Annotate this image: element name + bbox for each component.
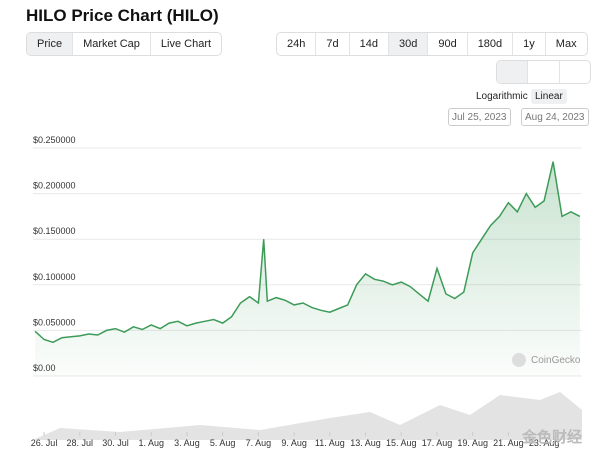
- x-tick-label: 28. Jul: [67, 438, 94, 448]
- range-button[interactable]: 7d: [316, 33, 350, 55]
- tab-group: Price Market Cap Live Chart: [26, 32, 223, 56]
- x-tick-label: 5. Aug: [210, 438, 236, 448]
- tab[interactable]: Market Cap: [73, 33, 151, 55]
- watermark: CoinGecko: [531, 355, 581, 366]
- x-tick-label: 9. Aug: [281, 438, 307, 448]
- y-tick-label: $0.200000: [33, 181, 76, 191]
- range-button[interactable]: 1y: [513, 33, 546, 55]
- page-title: HILO Price Chart (HILO): [26, 6, 219, 25]
- range-button[interactable]: 14d: [350, 33, 389, 55]
- range-button[interactable]: 180d: [468, 33, 514, 55]
- x-tick-label: 11. Aug: [315, 438, 345, 448]
- watermark-logo: [512, 353, 526, 367]
- y-tick-label: $0.150000: [33, 226, 76, 236]
- price-area: [35, 161, 580, 376]
- x-tick-label: 21. Aug: [493, 438, 524, 448]
- x-tick-label: 1. Aug: [138, 438, 164, 448]
- volume-area: [33, 392, 582, 440]
- x-tick-label: 26. Jul: [31, 438, 58, 448]
- tab[interactable]: Price: [27, 33, 74, 55]
- range-button[interactable]: 24h: [277, 33, 317, 55]
- date-input[interactable]: Aug 24, 2023: [521, 108, 589, 126]
- x-tick-label: 19. Aug: [457, 438, 488, 448]
- date-input[interactable]: Jul 25, 2023: [448, 108, 511, 126]
- x-tick-label: 23. Aug: [529, 438, 560, 448]
- x-tick-label: 13. Aug: [350, 438, 381, 448]
- range-button[interactable]: Max: [555, 38, 577, 50]
- y-tick-label: $0.050000: [33, 317, 76, 327]
- x-tick-label: 30. Jul: [102, 438, 129, 448]
- tab[interactable]: Live Chart: [160, 38, 212, 50]
- chart-type-buttons[interactable]: [496, 60, 591, 84]
- y-tick-label: $0.250000: [33, 135, 76, 145]
- range-button[interactable]: 30d: [388, 33, 429, 55]
- range-button[interactable]: 90d: [428, 33, 468, 55]
- x-tick-label: 3. Aug: [174, 438, 200, 448]
- range-group: 24h 7d 14d 30d 90d 180d 1y Max: [276, 32, 588, 56]
- price-line: [34, 161, 581, 344]
- x-tick-label: 15. Aug: [386, 438, 417, 448]
- scale-option[interactable]: Linear: [531, 89, 567, 104]
- source-mark: 金色财经: [521, 428, 582, 446]
- scale-option[interactable]: Logarithmic: [476, 91, 528, 102]
- y-tick-label: $0.100000: [33, 272, 76, 282]
- x-tick-label: 7. Aug: [246, 438, 272, 448]
- x-tick-label: 17. Aug: [422, 438, 453, 448]
